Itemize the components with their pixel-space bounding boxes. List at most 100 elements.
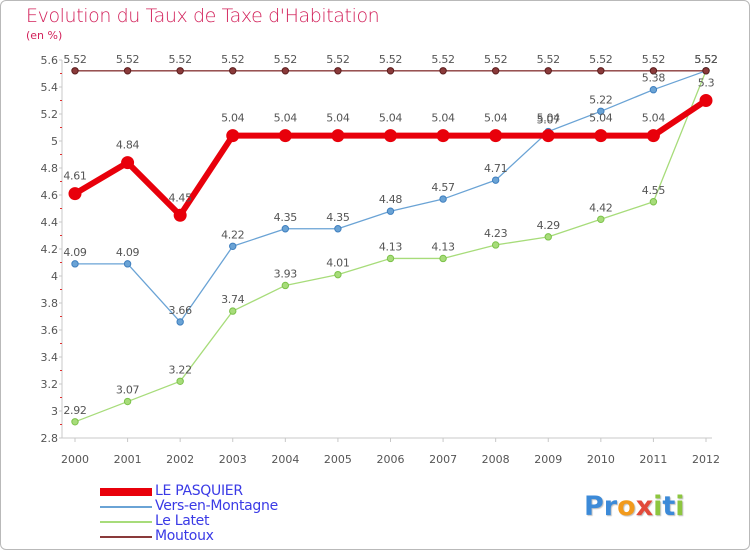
data-label-vers-en-montagne: 5.52 xyxy=(694,53,717,66)
data-point-le-latet xyxy=(229,307,237,315)
data-point-moutoux xyxy=(439,67,447,75)
data-label-le-pasquier: 5.04 xyxy=(589,112,613,125)
data-point-le-latet xyxy=(71,418,79,426)
data-label-le-latet: 3.93 xyxy=(274,267,298,280)
logo-letter: i xyxy=(653,491,663,522)
y-tick-label: 2.8 xyxy=(41,432,59,445)
data-label-moutoux: 5.52 xyxy=(169,53,192,66)
data-point-le-latet xyxy=(544,233,552,241)
data-point-vers-en-montagne xyxy=(229,242,237,251)
x-tick-label: 2006 xyxy=(377,453,405,466)
legend-item-le-latet: Le Latet xyxy=(100,514,278,529)
x-tick-label: 2001 xyxy=(114,453,142,466)
chart-title: Evolution du Taux de Taxe d'Habitation xyxy=(26,5,380,27)
data-point-vers-en-montagne xyxy=(334,225,342,233)
data-label-le-latet: 2.92 xyxy=(63,404,86,417)
legend-label-le-latet: Le Latet xyxy=(155,513,210,529)
data-label-vers-en-montagne: 4.35 xyxy=(326,211,350,224)
logo-letter: P xyxy=(584,491,604,522)
data-label-le-latet: 4.29 xyxy=(537,219,561,232)
data-point-vers-en-montagne xyxy=(386,207,395,215)
data-point-le-latet xyxy=(386,254,395,263)
data-label-vers-en-montagne: 4.71 xyxy=(484,162,507,175)
legend-item-vers-en-montagne: Vers-en-Montagne xyxy=(100,499,278,514)
data-label-le-pasquier: 4.84 xyxy=(116,139,140,152)
x-tick-label: 2002 xyxy=(166,453,194,466)
data-label-vers-en-montagne: 4.35 xyxy=(274,211,298,224)
data-label-le-pasquier: 5.04 xyxy=(274,112,298,125)
data-point-le-pasquier xyxy=(68,187,82,201)
data-label-moutoux: 5.52 xyxy=(274,53,297,66)
data-label-le-latet: 4.55 xyxy=(642,184,666,197)
data-point-le-pasquier xyxy=(121,156,135,170)
x-tick-label: 2000 xyxy=(61,453,89,466)
data-point-le-latet xyxy=(334,270,342,279)
y-tick-label: 4.4 xyxy=(41,216,59,229)
logo-letter: i xyxy=(675,491,685,522)
data-point-moutoux xyxy=(702,67,710,75)
data-label-moutoux: 5.52 xyxy=(116,53,139,66)
chart-legend: LE PASQUIER Vers-en-Montagne Le Latet Mouto… xyxy=(100,484,278,544)
data-point-le-latet xyxy=(491,241,500,249)
y-tick-label: 5 xyxy=(51,135,58,148)
data-point-le-pasquier xyxy=(226,129,240,143)
y-tick-label: 3.8 xyxy=(41,297,59,310)
legend-swatch-vers-en-montagne xyxy=(100,505,152,508)
x-tick-label: 2009 xyxy=(534,453,562,466)
data-point-le-pasquier xyxy=(541,129,555,143)
x-tick-label: 2005 xyxy=(324,453,352,466)
x-tick-label: 2007 xyxy=(429,453,457,466)
data-label-le-pasquier: 5.04 xyxy=(379,112,403,125)
data-label-vers-en-montagne: 5.22 xyxy=(589,93,612,106)
data-point-moutoux xyxy=(649,67,658,75)
data-point-le-latet xyxy=(176,377,184,385)
data-point-moutoux xyxy=(544,67,552,75)
legend-label-vers-en-montagne: Vers-en-Montagne xyxy=(155,498,278,514)
data-label-moutoux: 5.52 xyxy=(63,53,86,66)
x-tick-label: 2011 xyxy=(639,453,667,466)
y-tick-label: 3.4 xyxy=(41,351,59,364)
data-label-le-latet: 4.01 xyxy=(326,257,349,270)
data-point-vers-en-montagne xyxy=(281,225,290,233)
x-tick-label: 2008 xyxy=(482,453,510,466)
data-label-moutoux: 5.52 xyxy=(431,53,454,66)
data-point-moutoux xyxy=(229,67,237,75)
data-label-le-pasquier: 5.04 xyxy=(326,112,350,125)
data-label-le-pasquier: 5.04 xyxy=(431,112,455,125)
data-point-le-pasquier xyxy=(278,129,292,143)
y-tick-label: 5.6 xyxy=(41,54,59,67)
data-label-le-latet: 4.42 xyxy=(589,201,612,214)
legend-item-le-pasquier: LE PASQUIER xyxy=(100,484,278,499)
data-point-vers-en-montagne xyxy=(439,195,447,203)
data-point-le-latet xyxy=(597,215,605,224)
data-label-moutoux: 5.52 xyxy=(379,53,402,66)
data-point-vers-en-montagne xyxy=(71,260,79,268)
data-point-moutoux xyxy=(176,67,184,75)
data-label-vers-en-montagne: 3.66 xyxy=(169,304,193,317)
data-label-le-latet: 3.74 xyxy=(221,293,245,306)
data-label-moutoux: 5.52 xyxy=(326,53,349,66)
logo-letter: r xyxy=(603,491,618,522)
data-point-le-latet xyxy=(439,254,447,263)
data-point-le-latet xyxy=(281,281,290,290)
data-point-le-pasquier xyxy=(331,129,345,143)
data-point-le-pasquier xyxy=(384,129,397,143)
data-label-vers-en-montagne: 4.22 xyxy=(221,228,244,241)
proxiti-logo: Proxiti xyxy=(584,491,685,522)
data-label-moutoux: 5.52 xyxy=(589,53,612,66)
data-label-le-pasquier: 5.04 xyxy=(484,112,508,125)
legend-swatch-le-pasquier xyxy=(100,487,152,496)
data-label-vers-en-montagne: 4.48 xyxy=(379,193,403,206)
data-point-moutoux xyxy=(334,67,342,75)
data-label-vers-en-montagne: 5.38 xyxy=(642,72,666,85)
y-tick-label: 4.2 xyxy=(41,243,59,256)
legend-item-moutoux: Moutoux xyxy=(100,529,278,544)
y-tick-label: 4.8 xyxy=(41,162,59,175)
legend-label-le-pasquier: LE PASQUIER xyxy=(155,483,243,499)
data-point-vers-en-montagne xyxy=(597,107,605,116)
data-point-vers-en-montagne xyxy=(649,86,658,94)
y-tick-label: 4 xyxy=(51,270,58,283)
y-tick-label: 4.6 xyxy=(41,189,59,202)
